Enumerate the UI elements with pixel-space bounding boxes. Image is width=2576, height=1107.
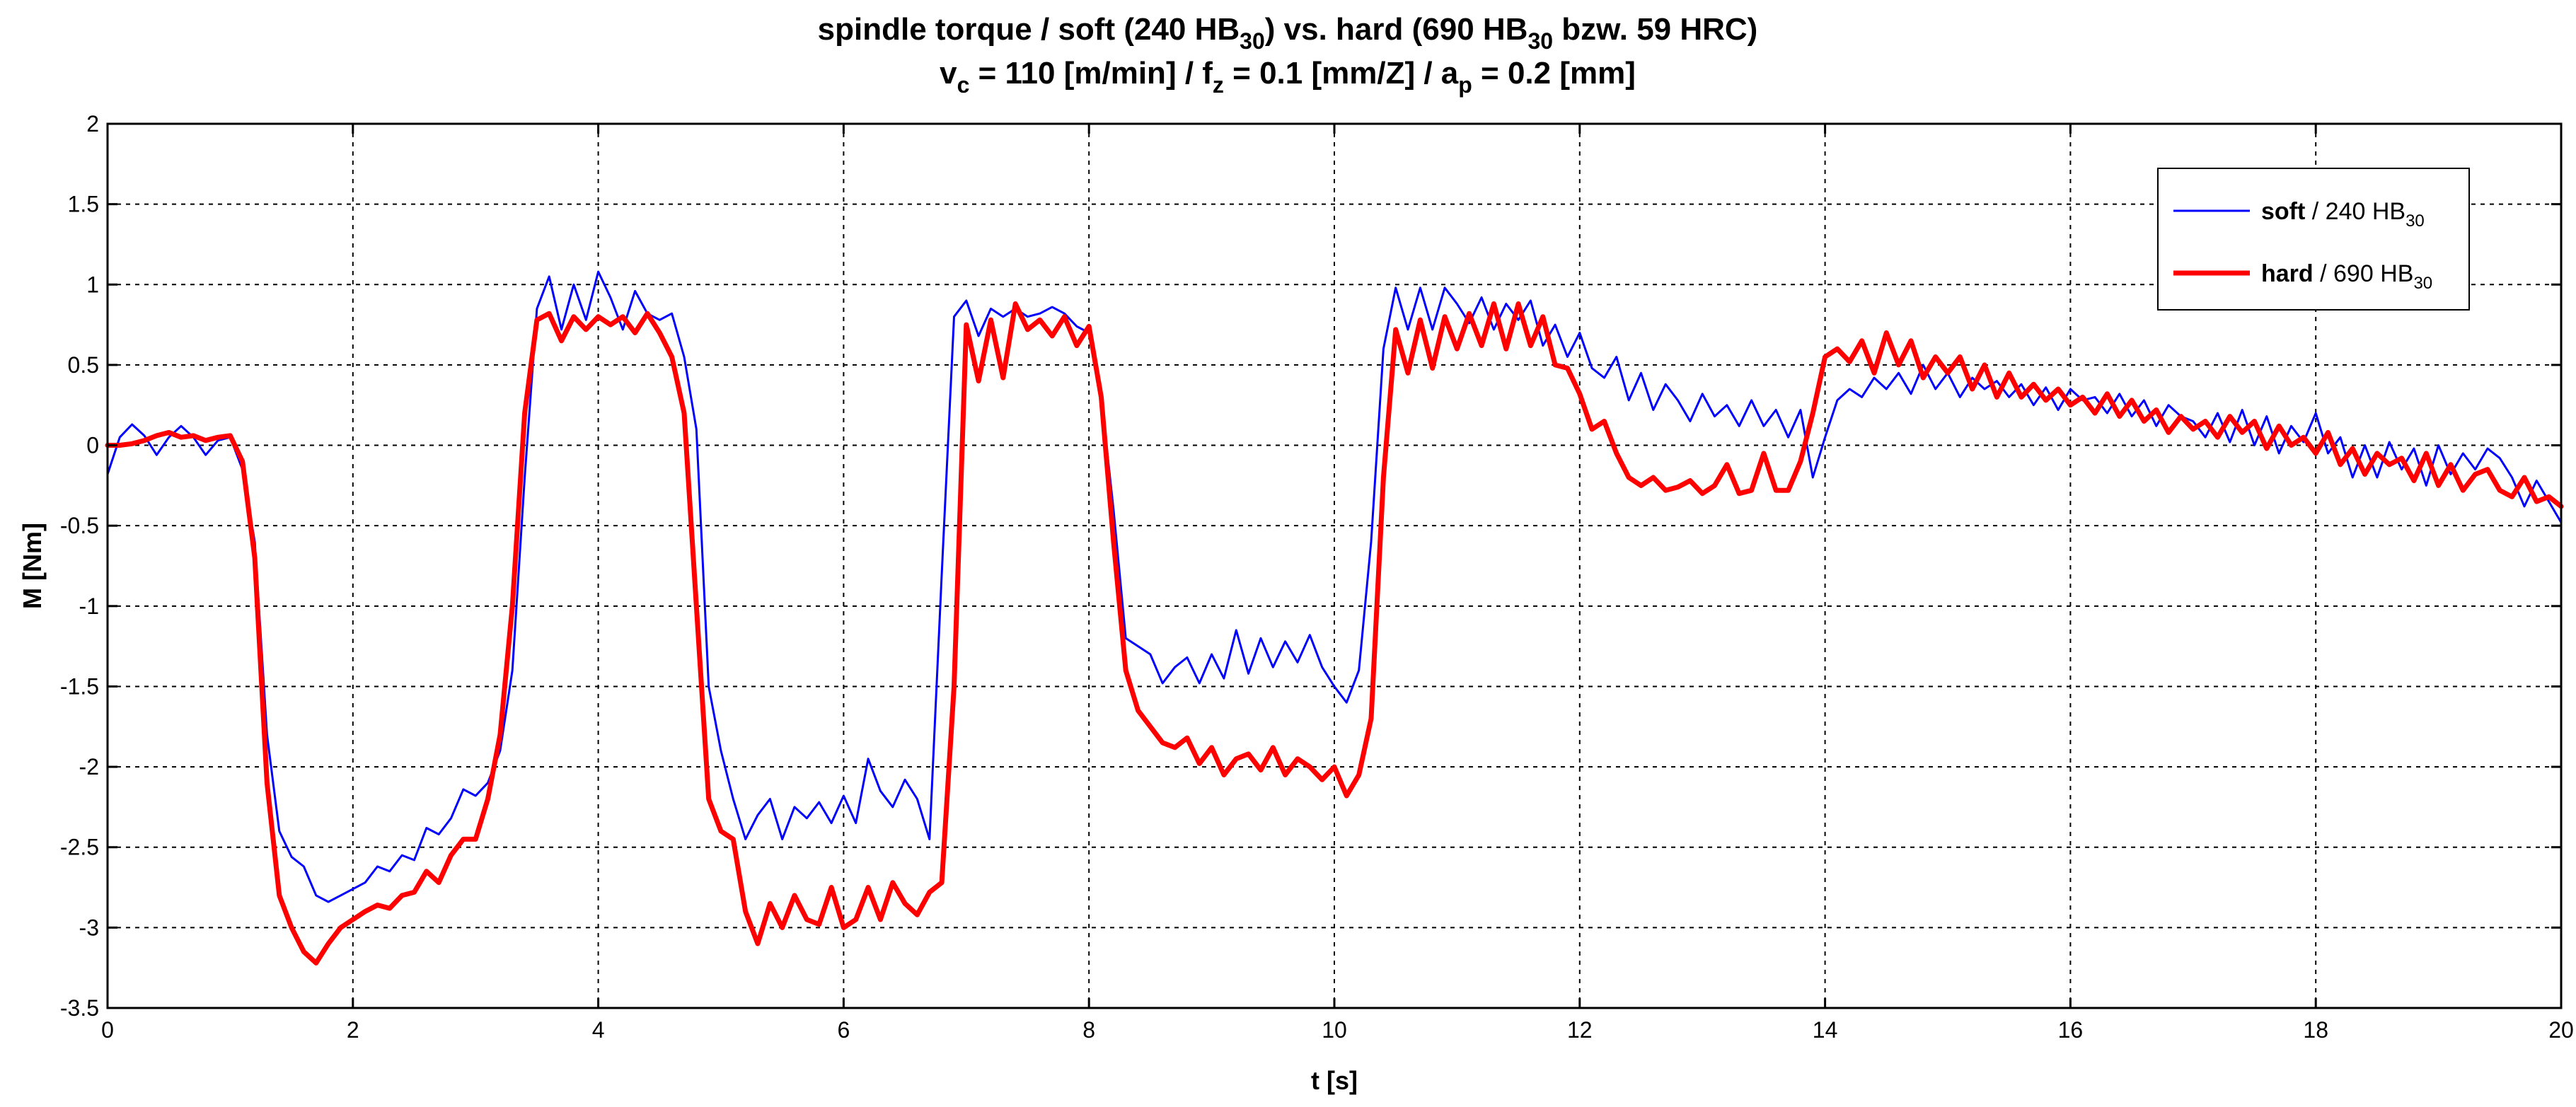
x-tick-label-1: 2 (347, 1017, 359, 1043)
chart-title-line2-part-1: c (957, 72, 970, 98)
chart-title: spindle torque / soft (240 HB30) vs. har… (818, 12, 1758, 98)
x-tick-label-7: 14 (1813, 1017, 1838, 1043)
y-tick-label-10: -3 (79, 915, 99, 940)
y-axis-ticks: 2 1.5 1 0.5 0 -0.5 -1 -1.5 -2 -2.5 -3 -3.5 (60, 111, 2561, 1021)
chart-title-line2-part-3: z (1213, 72, 1224, 98)
legend-label-hard: hard / 690 HB30 (2261, 260, 2432, 293)
chart-title-line1: spindle torque / soft (240 HB30) vs. har… (818, 12, 1758, 54)
y-tick-label-8: -2 (79, 754, 99, 779)
series-group (105, 270, 2564, 966)
chart-title-line2-part-2: = 110 [m/min] / f (969, 56, 1213, 91)
y-tick-label-3: 0.5 (68, 352, 99, 378)
chart-title-line1-part-4: bzw. 59 HRC) (1553, 12, 1757, 47)
y-tick-label-7: -1.5 (60, 673, 99, 699)
legend-label-hard-part-2: 30 (2413, 274, 2432, 293)
x-axis-ticks: 0 2 4 6 8 10 12 14 16 18 20 (101, 124, 2574, 1043)
legend-label-hard-part-0: hard (2261, 260, 2314, 287)
legend-label-soft: soft / 240 HB30 (2261, 198, 2425, 231)
x-tick-label-4: 8 (1082, 1017, 1095, 1043)
y-tick-label-0: 2 (86, 111, 99, 137)
chart-title-line1-part-3: 30 (1527, 28, 1553, 54)
y-axis-label: M [Nm] (18, 523, 47, 609)
chart-title-line2-part-4: = 0.1 [mm/Z] / a (1224, 56, 1459, 91)
y-tick-label-4: 0 (86, 433, 99, 458)
x-tick-label-6: 12 (1567, 1017, 1593, 1043)
y-tick-label-11: -3.5 (60, 995, 99, 1021)
chart-title-line2-part-0: v (940, 56, 957, 91)
chart-title-line1-part-1: 30 (1240, 28, 1265, 54)
y-tick-label-1: 1.5 (68, 192, 99, 217)
x-tick-label-5: 10 (1322, 1017, 1347, 1043)
legend-label-soft-part-0: soft (2261, 198, 2305, 225)
x-tick-label-0: 0 (101, 1017, 114, 1043)
chart-title-line2-part-5: p (1458, 72, 1472, 98)
chart-title-line1-part-2: ) vs. hard (690 HB (1265, 12, 1528, 47)
x-tick-label-8: 16 (2058, 1017, 2084, 1043)
chart-title-line2-part-6: = 0.2 [mm] (1472, 56, 1636, 91)
legend-box (2157, 168, 2470, 311)
series-line-soft (106, 270, 2563, 903)
x-tick-label-2: 4 (592, 1017, 605, 1043)
legend-label-soft-part-2: 30 (2405, 211, 2425, 231)
chart-title-line1-part-0: spindle torque / soft (240 HB (818, 12, 1240, 47)
series-line-hard (105, 301, 2564, 966)
x-tick-label-9: 18 (2303, 1017, 2328, 1043)
x-tick-label-3: 6 (838, 1017, 850, 1043)
chart-title-line2: vc = 110 [m/min] / fz = 0.1 [mm/Z] / ap … (940, 56, 1636, 98)
legend-label-soft-part-1: / 240 HB (2305, 198, 2405, 225)
y-tick-label-5: -0.5 (60, 513, 99, 538)
y-tick-label-2: 1 (86, 272, 99, 297)
y-tick-label-6: -1 (79, 593, 99, 619)
y-tick-label-9: -2.5 (60, 835, 99, 860)
x-axis-label: t [s] (1311, 1066, 1358, 1095)
legend-label-hard-part-1: / 690 HB (2314, 260, 2414, 287)
x-tick-label-10: 20 (2548, 1017, 2574, 1043)
